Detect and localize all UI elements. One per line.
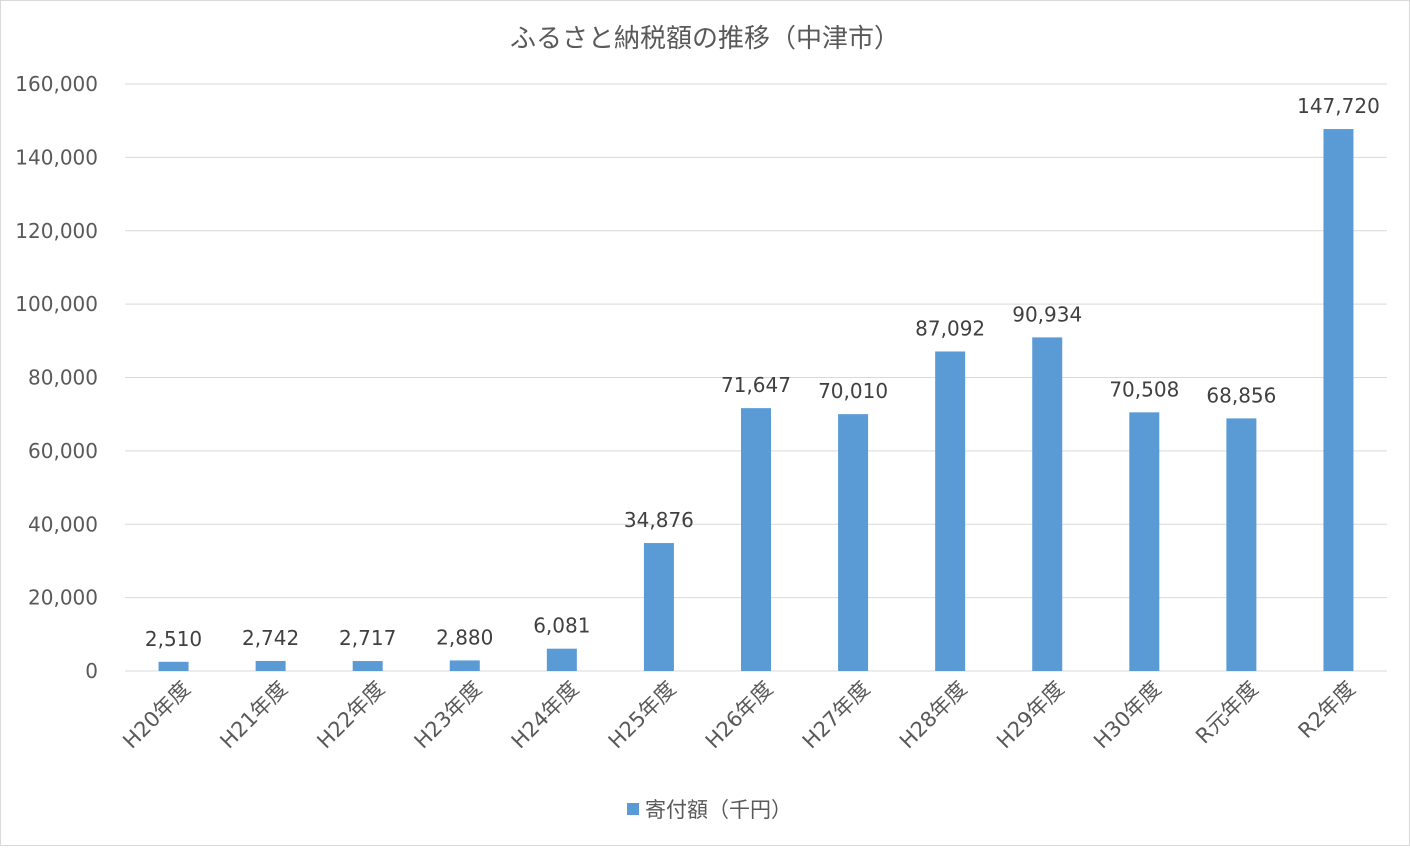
x-tick-label: H29年度 (992, 677, 1069, 754)
data-label: 71,647 (721, 373, 791, 397)
legend: 寄付額（千円） (627, 798, 792, 822)
x-tick-label: H21年度 (215, 677, 292, 754)
bar (449, 660, 480, 671)
data-label: 68,856 (1206, 383, 1276, 407)
y-tick-label: 120,000 (15, 219, 98, 243)
y-tick-label: 60,000 (28, 439, 98, 463)
bar (838, 414, 869, 671)
bar (546, 648, 577, 671)
y-axis-ticks: 0 20,000 40,000 60,000 80,000 100,000 120,000 1… (15, 72, 98, 683)
x-tick-label: R元年度 (1191, 677, 1263, 749)
bar (1226, 418, 1257, 671)
bar (1323, 129, 1354, 671)
data-label: 90,934 (1012, 302, 1082, 326)
y-tick-label: 100,000 (15, 292, 98, 316)
bar (741, 408, 771, 671)
data-label: 87,092 (915, 316, 985, 340)
y-tick-label: 80,000 (28, 366, 98, 390)
data-label: 34,876 (624, 508, 694, 532)
bar (935, 351, 966, 671)
bar (352, 661, 383, 671)
chart-title: ふるさと納税額の推移（中津市） (510, 24, 900, 54)
gridlines (125, 83, 1387, 672)
data-label: 2,510 (145, 627, 202, 651)
data-label: 6,081 (533, 614, 590, 638)
x-tick-label: H27年度 (798, 677, 875, 754)
y-tick-label: 40,000 (28, 512, 98, 536)
y-tick-label: 140,000 (15, 145, 98, 169)
data-label: 2,880 (436, 625, 493, 649)
bar (158, 661, 189, 671)
x-tick-label: R2年度 (1294, 677, 1360, 743)
data-labels: 2,510 2,742 2,717 2,880 6,081 34,876 71,647 70,… (145, 94, 1380, 651)
data-label: 147,720 (1297, 94, 1380, 118)
x-tick-label: H22年度 (312, 677, 389, 754)
bar (1129, 412, 1160, 671)
y-tick-label: 0 (85, 659, 98, 683)
x-tick-label: H20年度 (118, 677, 195, 754)
data-label: 2,742 (242, 626, 299, 650)
data-label: 2,717 (339, 626, 396, 650)
y-tick-label: 160,000 (15, 72, 98, 96)
x-tick-label: H23年度 (410, 677, 487, 754)
x-tick-label: H26年度 (701, 677, 778, 754)
bar (255, 660, 286, 671)
x-tick-label: H24年度 (507, 677, 584, 754)
x-tick-label: H25年度 (604, 677, 681, 754)
data-label: 70,010 (818, 379, 888, 403)
bars (158, 129, 1354, 671)
legend-swatch (627, 803, 639, 815)
bar (1032, 337, 1063, 671)
x-tick-label: H30年度 (1089, 677, 1166, 754)
data-label: 70,508 (1109, 377, 1179, 401)
bar (643, 543, 674, 671)
legend-label: 寄付額（千円） (645, 798, 792, 822)
x-tick-label: H28年度 (895, 677, 972, 754)
y-tick-label: 20,000 (28, 586, 98, 610)
x-axis-ticks: H20年度 H21年度 H22年度 H23年度 H24年度 H25年度 H26年度 H27年度… (118, 677, 1360, 754)
